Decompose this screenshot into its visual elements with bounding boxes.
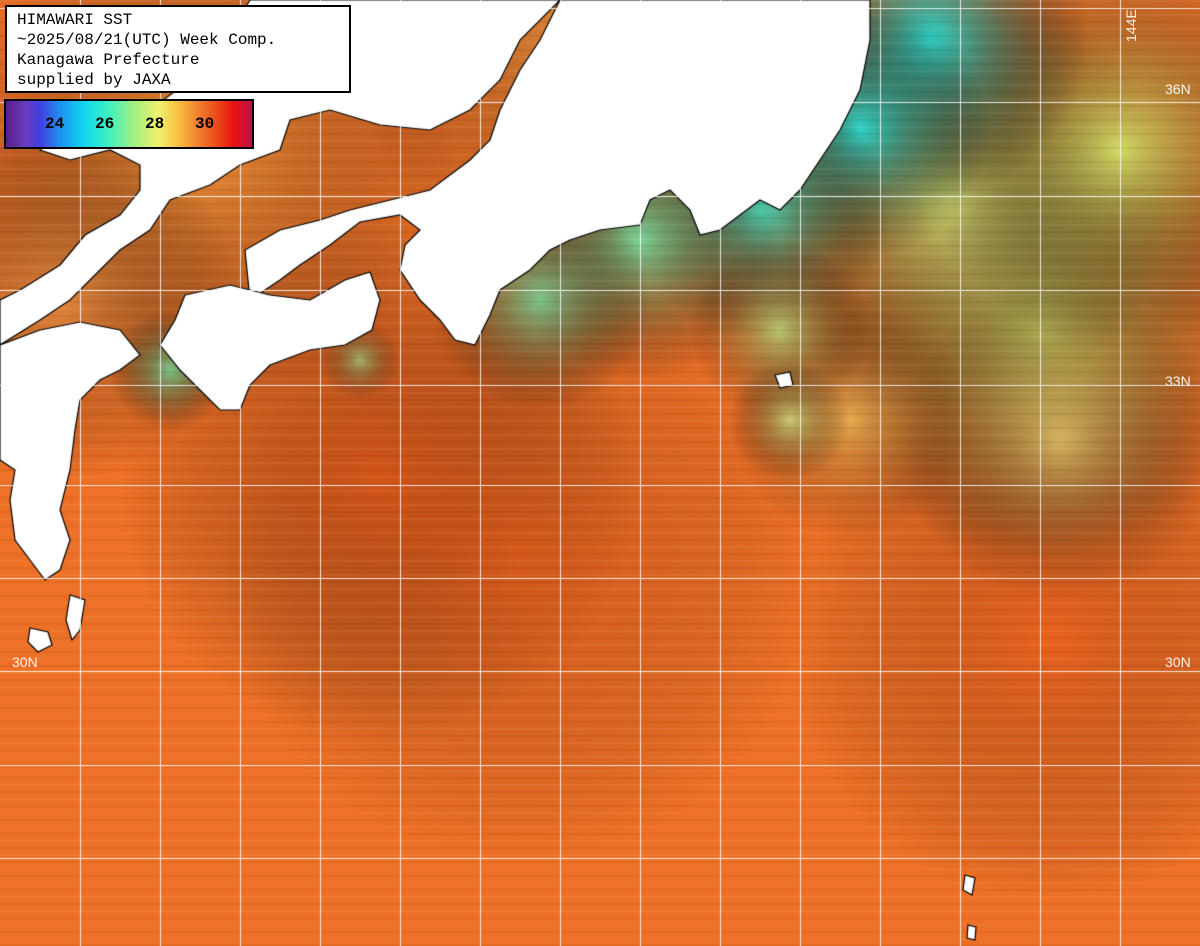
colorbar-tick-30: 30 — [195, 115, 215, 133]
temperature-colorbar: 24 26 28 30 — [4, 99, 254, 149]
colorbar-tick-28: 28 — [145, 115, 165, 133]
lat-label-33n-left: 33N — [12, 373, 38, 389]
colorbar-tick-24: 24 — [45, 115, 65, 133]
lon-label-136e: 136E — [484, 9, 500, 42]
title-line-credit: supplied by JAXA — [17, 71, 171, 89]
title-line-product: HIMAWARI SST — [17, 11, 133, 29]
lat-label-36n-right: 36N — [1165, 81, 1191, 97]
lon-label-144e: 144E — [1123, 9, 1139, 42]
lat-label-30n-right: 30N — [1165, 654, 1191, 670]
lat-label-30n-left: 30N — [12, 654, 38, 670]
lat-label-33n-right: 33N — [1165, 373, 1191, 389]
title-line-prefecture: Kanagawa Prefecture — [17, 51, 200, 69]
title-line-date: ~2025/08/21(UTC) Week Comp. — [17, 31, 277, 49]
colorbar-tick-26: 26 — [95, 115, 115, 133]
map-title-box: HIMAWARI SST ~2025/08/21(UTC) Week Comp.… — [5, 5, 351, 93]
